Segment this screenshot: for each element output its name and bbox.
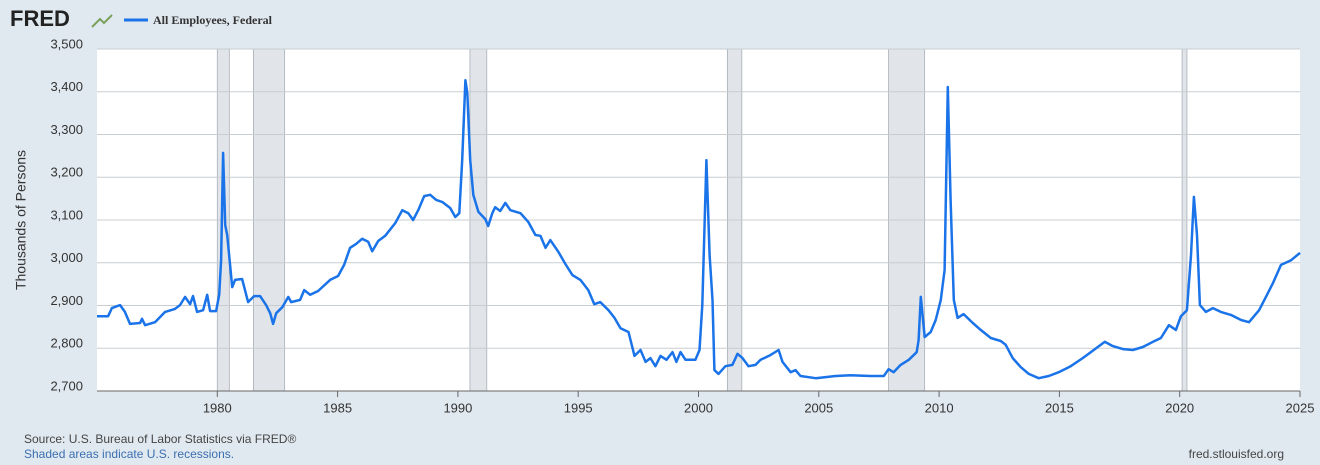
x-tick-label: 2005 [804, 400, 833, 415]
y-tick-label: 3,000 [50, 250, 83, 265]
y-tick-label: 2,800 [50, 336, 83, 351]
data-line [97, 78, 1301, 380]
x-tick-label: 2025 [1286, 400, 1315, 415]
y-tick-label: 3,200 [50, 165, 83, 180]
y-tick-label: 3,100 [50, 207, 83, 222]
brand-logo: FRED [10, 6, 70, 31]
y-tick-label: 3,400 [50, 79, 83, 94]
logo-icon [91, 14, 113, 28]
x-tick-label: 1995 [564, 400, 593, 415]
x-tick-label: 1980 [203, 400, 232, 415]
legend-label: All Employees, Federal [153, 13, 273, 27]
x-tick-label: 2000 [684, 400, 713, 415]
x-tick-label: 1990 [443, 400, 472, 415]
source-note: Source: U.S. Bureau of Labor Statistics … [24, 432, 296, 446]
recession-note: Shaded areas indicate U.S. recessions. [24, 447, 234, 461]
x-tick-label: 1985 [323, 400, 352, 415]
x-tick-label: 2015 [1045, 400, 1074, 415]
y-tick-label: 2,700 [50, 378, 83, 393]
source-url[interactable]: fred.stlouisfed.org [1189, 447, 1284, 461]
y-tick-label: 3,500 [50, 36, 83, 51]
y-tick-label: 3,300 [50, 122, 83, 137]
x-tick-label: 2020 [1165, 400, 1194, 415]
y-axis-label: Thousands of Persons [13, 150, 29, 290]
x-tick-label: 2010 [925, 400, 954, 415]
y-tick-label: 2,900 [50, 293, 83, 308]
